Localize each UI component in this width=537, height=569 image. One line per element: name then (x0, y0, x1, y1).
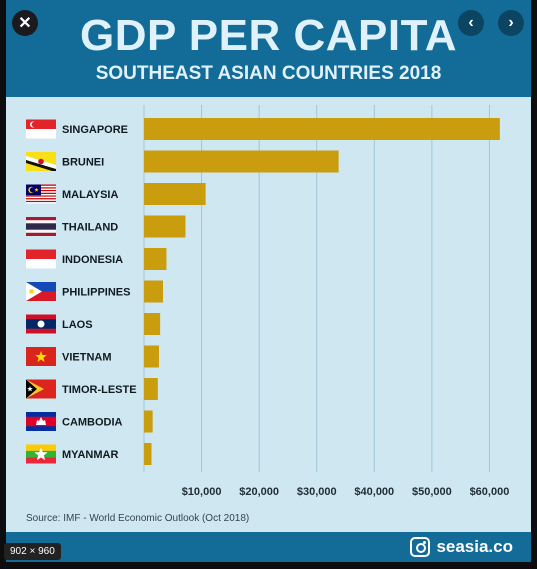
vietnam-flag-icon (26, 347, 56, 366)
chevron-right-icon: › (508, 14, 514, 31)
category-label: SINGAPORE (62, 124, 128, 136)
bar-philippines (144, 280, 163, 303)
category-label: MALAYSIA (62, 189, 118, 201)
chevron-left-icon: ‹ (468, 14, 474, 31)
brunei-flag-icon (26, 152, 56, 171)
viewer-edge (531, 0, 537, 569)
brand-link[interactable]: seasia.co (410, 537, 513, 557)
bar-malaysia (144, 183, 206, 205)
x-tick-label: $60,000 (470, 486, 510, 498)
philippines-flag-icon (26, 282, 56, 301)
bar-laos (144, 313, 161, 335)
image-size-badge: 902 × 960 (4, 543, 61, 560)
chart-title: GDP PER CAPITA (80, 11, 457, 60)
bar-brunei (144, 150, 339, 173)
laos-flag-icon (26, 314, 56, 334)
category-label: PHILIPPINES (62, 287, 130, 299)
malaysia-flag-icon (26, 184, 56, 204)
chart-subtitle: SOUTHEAST ASIAN COUNTRIES 2018 (95, 63, 442, 84)
category-label: TIMOR-LESTE (62, 384, 137, 396)
category-label: CAMBODIA (62, 417, 123, 429)
x-tick-label: $20,000 (239, 486, 279, 498)
source-note: Source: IMF - World Economic Outlook (Oc… (26, 513, 250, 524)
category-label: LAOS (62, 319, 93, 331)
singapore-flag-icon (26, 119, 56, 139)
brand-label: seasia.co (436, 537, 513, 556)
bar-indonesia (144, 248, 167, 270)
bar-thailand (144, 215, 186, 238)
bar-myanmar (144, 443, 152, 465)
cambodia-flag-icon (26, 412, 56, 431)
bar-chart: $10,000 $20,000 $30,000 $40,000 $50,000 $60,0… (26, 105, 510, 498)
category-label: THAILAND (62, 222, 118, 234)
thailand-flag-icon (26, 217, 56, 236)
category-label: MYANMAR (62, 449, 118, 461)
close-button[interactable]: ✕ (12, 10, 38, 36)
timor-leste-flag-icon (26, 379, 56, 399)
header-band: GDP PER CAPITA SOUTHEAST ASIAN COUNTRIES… (6, 0, 531, 97)
bar-singapore (144, 118, 500, 140)
category-label: INDONESIA (62, 254, 123, 266)
category-label: VIETNAM (62, 352, 112, 364)
infographic: GDP PER CAPITA SOUTHEAST ASIAN COUNTRIES… (6, 0, 531, 562)
previous-image-button[interactable]: ‹ (458, 10, 484, 36)
footer-band: seasia.co (6, 532, 531, 562)
bar-vietnam (144, 345, 159, 368)
indonesia-flag-icon (26, 249, 56, 269)
x-tick-label: $40,000 (354, 486, 394, 498)
category-label: BRUNEI (62, 157, 104, 169)
x-tick-label: $30,000 (297, 486, 337, 498)
close-icon: ✕ (18, 15, 32, 32)
bar-timor-leste (144, 378, 158, 400)
x-tick-label: $10,000 (182, 486, 222, 498)
next-image-button[interactable]: › (498, 10, 524, 36)
bar-cambodia (144, 410, 153, 433)
myanmar-flag-icon (26, 444, 56, 464)
instagram-icon (410, 537, 431, 557)
x-tick-label: $50,000 (412, 486, 452, 498)
